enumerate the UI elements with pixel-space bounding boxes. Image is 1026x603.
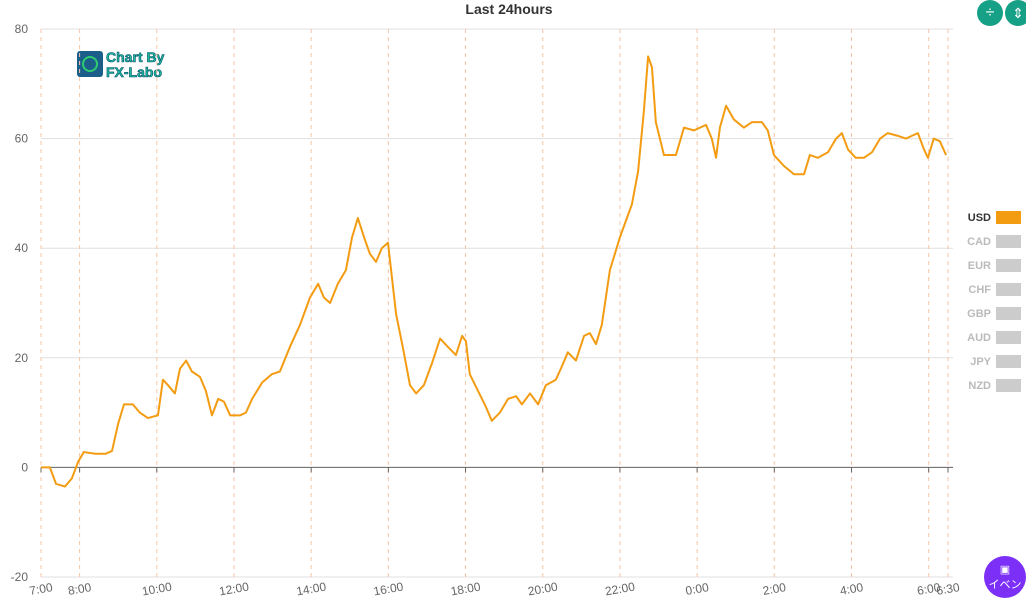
line	[41, 55, 947, 488]
event-button[interactable]: ▣ イベン	[984, 556, 1026, 598]
event-icon: ▣	[999, 563, 1011, 576]
y-tick-label: 60	[15, 132, 29, 146]
event-label: イベン	[988, 578, 1022, 591]
logo: Chart By FX-Labo	[77, 49, 165, 80]
x-tick-label: 14:00	[295, 579, 327, 598]
legend-swatch	[996, 235, 1021, 248]
x-tick-label: 16:00	[372, 579, 404, 598]
x-tick-label: 6:30	[935, 580, 961, 598]
x-tick-label: 7:00	[28, 580, 54, 598]
legend-label: JPY	[970, 356, 991, 368]
x-tick-label: 18:00	[450, 579, 482, 598]
logo-text: Chart By	[106, 49, 165, 65]
logo-icon	[77, 51, 103, 77]
legend-label: GBP	[967, 308, 991, 320]
logo-icon	[82, 56, 98, 72]
y-tick-label: -20	[11, 570, 29, 584]
expand-button[interactable]: ⇕	[1005, 0, 1026, 26]
x-tick-label: 2:00	[762, 580, 788, 598]
x-tick-label: 10:00	[141, 579, 173, 598]
y-tick-label: 20	[15, 351, 29, 365]
x-tick-label: 0:00	[684, 580, 710, 598]
legend-label: AUD	[967, 332, 991, 344]
legend-label: NZD	[968, 380, 991, 392]
logo-text: FX-Labo	[106, 64, 162, 80]
legend-swatch	[996, 211, 1021, 224]
x-tick-label: 22:00	[604, 579, 636, 598]
legend-label: CHF	[968, 284, 991, 296]
legend-label: USD	[968, 212, 991, 224]
x-tick-label: 8:00	[67, 580, 93, 598]
legend-swatch	[996, 259, 1021, 272]
legend-swatch	[996, 307, 1021, 320]
legend-swatch	[996, 283, 1021, 296]
legend-swatch	[996, 379, 1021, 392]
split-button[interactable]: ÷	[977, 0, 1003, 26]
legend-swatch	[996, 355, 1021, 368]
legend-label: EUR	[968, 260, 991, 272]
y-tick-label: 80	[15, 22, 29, 36]
y-tick-label: 0	[21, 460, 28, 474]
x-tick-label: 12:00	[218, 579, 250, 598]
x-tick-label: 6:00	[916, 580, 942, 598]
legend-label: CAD	[967, 236, 991, 248]
x-tick-label: 4:00	[839, 580, 865, 598]
chart-title: Last 24hours	[465, 1, 552, 17]
y-tick-label: 40	[15, 241, 29, 255]
x-tick-label: 20:00	[527, 579, 559, 598]
legend-swatch	[996, 331, 1021, 344]
